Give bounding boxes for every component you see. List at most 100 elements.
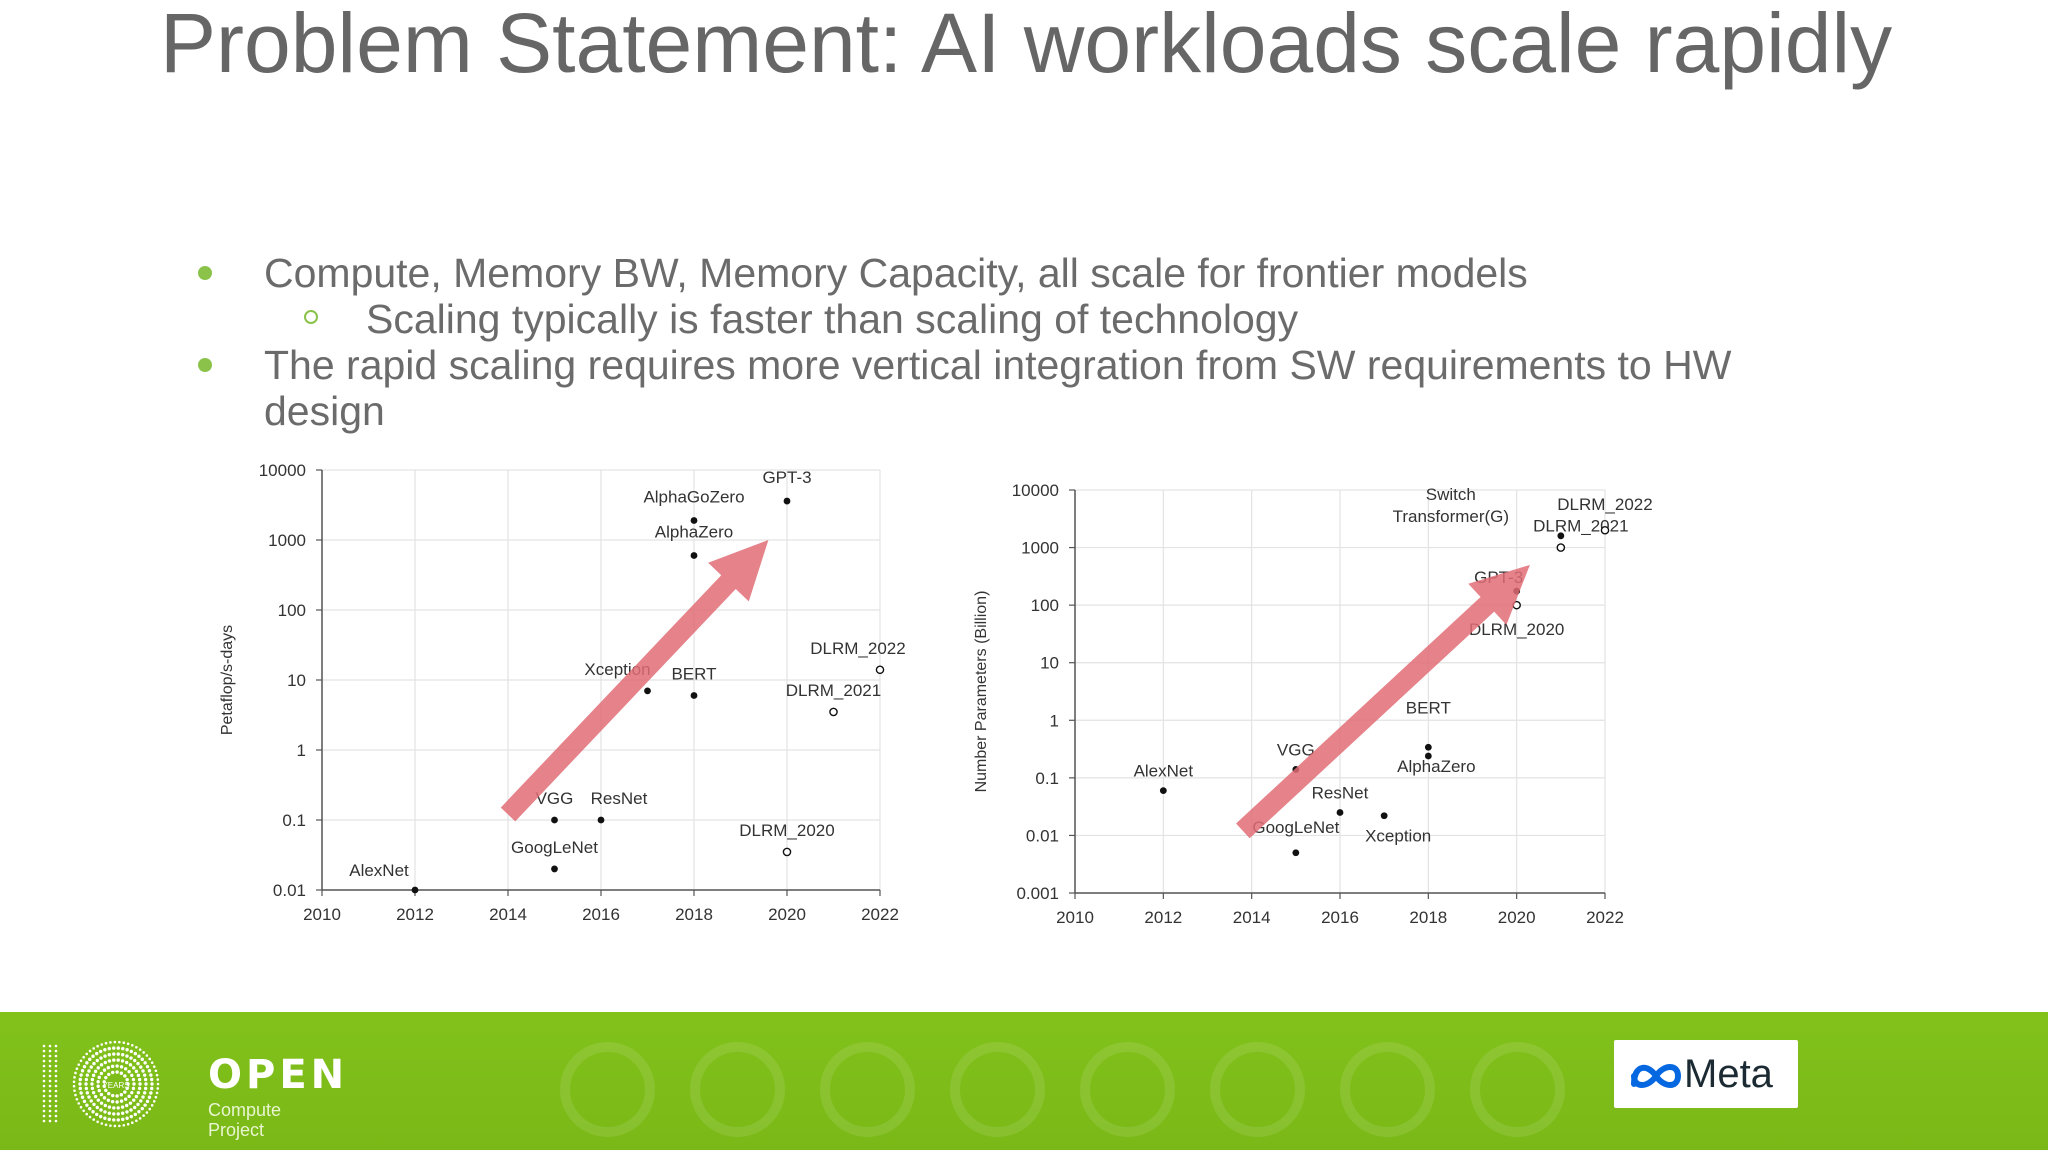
point-label: Switch (1426, 485, 1476, 504)
y-tick-label: 10 (1040, 654, 1059, 673)
point-label: AlphaZero (655, 523, 733, 542)
data-points: AlexNet VGG GoogLeNet ResNet Xception BERT Alp… (1134, 485, 1653, 857)
x-tick-label: 2012 (396, 905, 434, 924)
meta-logo-text: Meta (1684, 1052, 1773, 1096)
point-label: DLRM_2020 (1469, 620, 1564, 639)
point-label: GoogLeNet (1252, 818, 1339, 837)
point-label: AlphaZero (1397, 757, 1475, 776)
chart-grid (321, 469, 881, 891)
x-tick-label: 2016 (582, 905, 620, 924)
x-tick-label: 2014 (489, 905, 527, 924)
footer-edge (0, 1150, 2048, 1152)
point-label: BERT (1406, 698, 1451, 717)
point-label: DLRM_2020 (739, 821, 834, 840)
point-label: DLRM_2021 (786, 681, 881, 700)
fan-decoration-icon (1210, 1042, 1305, 1137)
bullet-text: The rapid scaling requires more vertical… (264, 342, 1732, 434)
data-point (1159, 787, 1167, 795)
data-point (690, 692, 698, 699)
x-tick-label: 2018 (675, 905, 713, 924)
data-point (1556, 543, 1566, 552)
data-point (551, 816, 558, 824)
sub-bullet-item: Scaling typically is faster than scaling… (304, 296, 1299, 342)
data-point (690, 517, 698, 524)
ocp-burst-icon: YEARS (42, 1040, 160, 1128)
bullet-text: Compute, Memory BW, Memory Capacity, all… (264, 250, 1528, 296)
x-tick-label: 2020 (768, 905, 806, 924)
data-point (782, 847, 792, 857)
point-label: AlexNet (349, 861, 409, 880)
chart-grid (1074, 489, 1606, 894)
ocp-logo-sub: Project (208, 1120, 265, 1140)
x-tick-label: 2012 (1144, 908, 1182, 927)
y-tick-label: 1 (297, 741, 306, 760)
data-point (1380, 812, 1388, 820)
x-tick-label: 2016 (1321, 908, 1359, 927)
point-label: DLRM_2022 (1557, 495, 1652, 514)
y-tick-label: 10000 (1012, 481, 1059, 500)
data-point (690, 552, 698, 559)
parameter-scaling-chart: 2010 2012 2014 2016 2018 2020 2022 0.001 0.01 0.1… (973, 481, 1653, 927)
ocp-badge-text: YEARS (102, 1081, 129, 1090)
data-point (411, 886, 419, 894)
point-label: ResNet (1312, 784, 1369, 803)
fan-decoration-icon (1080, 1042, 1175, 1137)
y-axis-title: Number Parameters (Billion) (973, 591, 990, 793)
y-tick-label: 0.1 (1035, 769, 1059, 788)
x-tick-label: 2010 (303, 905, 341, 924)
ocp-logo-sub: Compute (208, 1100, 282, 1120)
y-tick-label: 10000 (259, 461, 306, 480)
bullet-dot-icon (198, 358, 212, 372)
data-point (1424, 752, 1432, 760)
data-point (644, 687, 651, 695)
y-tick-label: 1000 (1021, 539, 1059, 558)
point-label: ResNet (591, 789, 648, 808)
trend-arrow-icon (1236, 564, 1530, 839)
x-tick-label: 2010 (1056, 908, 1094, 927)
point-label: GoogLeNet (511, 838, 598, 857)
y-tick-label: 1 (1050, 711, 1059, 730)
point-label: DLRM_2022 (810, 639, 905, 658)
point-label: GPT-3 (762, 468, 811, 487)
x-tick-label: 2022 (861, 905, 899, 924)
data-point (875, 665, 885, 675)
fan-decoration-icon (820, 1042, 915, 1137)
y-tick-label: 100 (1031, 596, 1059, 615)
ocp-logo-word: OPEN (208, 1052, 349, 1098)
meta-infinity-icon (1631, 1064, 1682, 1088)
point-label: BERT (671, 665, 716, 684)
trend-arrow-shape (1236, 564, 1530, 839)
fan-decoration-icon (1340, 1042, 1435, 1137)
footer-bar: YEARS OPEN Compute Project Meta (0, 1012, 2048, 1152)
y-tick-label: 0.01 (1026, 826, 1059, 845)
y-tick-label: 0.01 (273, 881, 306, 900)
x-tick-label: 2020 (1498, 908, 1536, 927)
x-tick-label: 2022 (1586, 908, 1624, 927)
point-label: VGG (536, 789, 574, 808)
y-axis-title: Petaflop/s-days (219, 625, 236, 735)
bullet-text: Scaling typically is faster than scaling… (366, 296, 1299, 342)
data-point (1336, 809, 1344, 816)
data-point (829, 707, 838, 717)
point-label: AlexNet (1134, 762, 1194, 781)
y-tick-label: 1000 (268, 531, 306, 550)
fan-decoration-icon (560, 1042, 655, 1137)
x-tick-label: 2018 (1409, 908, 1447, 927)
trend-arrow-icon (500, 540, 769, 822)
fan-decoration-icon (1470, 1042, 1565, 1137)
fan-decoration-icon (950, 1042, 1045, 1137)
compute-scaling-chart: 2010 2012 2014 2016 2018 2020 2022 0.01 0.1 1 10 10… (219, 461, 906, 924)
data-point (597, 816, 605, 824)
x-tick-label: 2014 (1233, 908, 1271, 927)
point-label: Xception (1365, 827, 1431, 846)
point-label: DLRM_2021 (1533, 517, 1628, 536)
meta-logo: Meta (1614, 1040, 1798, 1108)
y-tick-label: 100 (278, 601, 306, 620)
y-tick-label: 10 (287, 671, 306, 690)
trend-arrow-shape (500, 540, 769, 822)
ocp-logo: YEARS OPEN Compute Project (36, 1034, 344, 1140)
data-point (1557, 532, 1565, 540)
point-label: AlphaGoZero (643, 487, 744, 506)
bullet-dot-icon (198, 266, 212, 280)
y-tick-label: 0.001 (1016, 884, 1059, 903)
